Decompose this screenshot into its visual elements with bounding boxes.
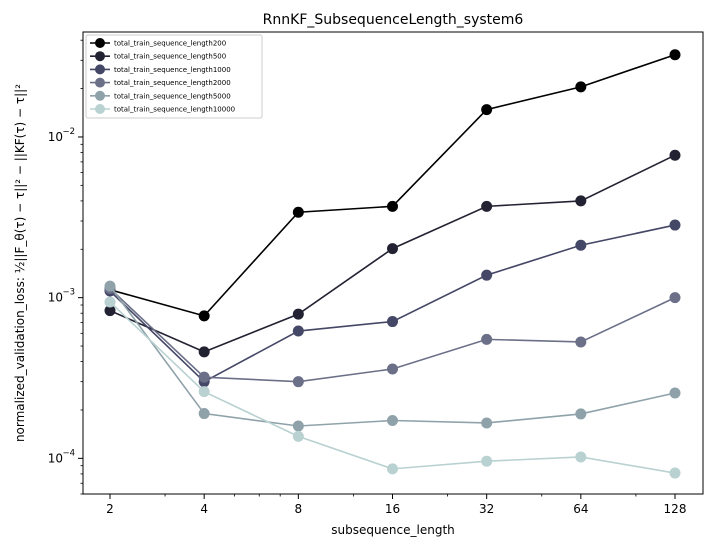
data-point	[104, 296, 116, 308]
data-point	[575, 195, 587, 207]
data-point	[387, 363, 398, 375]
data-point	[669, 292, 681, 304]
legend-marker	[95, 90, 105, 101]
data-point	[292, 376, 304, 388]
legend-marker	[95, 51, 105, 62]
data-point	[575, 336, 587, 348]
legend-entry: total_train_sequence_length500	[114, 53, 226, 61]
y-tick-exponent: −2	[62, 127, 75, 137]
data-point	[198, 371, 210, 383]
legend-marker	[95, 64, 105, 75]
data-point	[481, 417, 493, 429]
y-tick-exponent: −4	[62, 448, 75, 458]
legend: total_train_sequence_length200 total_trai…	[85, 34, 263, 119]
legend-marker	[95, 38, 105, 48]
data-point	[669, 219, 681, 231]
data-point	[387, 243, 398, 255]
data-point	[292, 325, 304, 337]
legend-marker	[95, 77, 105, 88]
data-point	[198, 310, 210, 322]
data-point	[669, 387, 681, 399]
legend-entry: total_train_sequence_length200	[114, 40, 226, 48]
data-point	[669, 149, 681, 161]
series-line	[109, 301, 676, 474]
legend-entry: total_train_sequence_length10000	[114, 106, 235, 114]
y-tick-label: 10	[48, 451, 63, 465]
data-point	[481, 200, 493, 212]
data-point	[198, 408, 210, 420]
x-tick-label: 16	[385, 502, 400, 516]
data-point	[292, 420, 304, 432]
y-axis: 10−410−310−2	[48, 39, 83, 495]
legend-entry: total_train_sequence_length2000	[114, 79, 231, 87]
legend-marker	[95, 104, 105, 114]
x-tick-label: 4	[200, 502, 208, 516]
legend-entry: total_train_sequence_length5000	[114, 92, 231, 100]
data-point	[575, 239, 587, 251]
data-point	[387, 415, 398, 427]
y-tick-exponent: −3	[62, 288, 75, 298]
data-point	[292, 308, 304, 320]
series-group	[104, 49, 681, 479]
data-point	[198, 386, 210, 398]
data-point	[575, 81, 587, 93]
legend-box	[85, 34, 263, 119]
series-line	[109, 285, 676, 427]
chart-title: RnnKF_SubsequenceLength_system6	[263, 12, 524, 28]
x-tick-label: 2	[106, 502, 114, 516]
x-tick-label: 32	[479, 502, 494, 516]
series-4	[104, 283, 681, 388]
data-point	[104, 305, 116, 317]
data-point	[575, 408, 587, 420]
data-point	[481, 455, 493, 467]
x-tick-label: 64	[573, 502, 588, 516]
legend-entry: total_train_sequence_length1000	[114, 66, 231, 74]
x-axis: 2 4 8 16 32 64 128	[106, 494, 686, 516]
x-axis-label: subsequence_length	[331, 523, 455, 537]
data-point	[481, 333, 493, 345]
series-6	[104, 296, 681, 479]
data-point	[669, 467, 681, 479]
data-point	[292, 206, 304, 218]
data-point	[387, 200, 398, 212]
y-axis-label: normalized_validation_loss: ½||F_θ(τ) − …	[13, 84, 27, 442]
data-point	[387, 463, 398, 475]
data-point	[481, 104, 493, 116]
data-point	[104, 280, 116, 292]
data-point	[292, 430, 304, 442]
x-tick-label: 8	[295, 502, 303, 516]
series-5	[104, 280, 681, 432]
y-tick-label: 10	[48, 291, 63, 305]
series-2	[104, 149, 681, 358]
data-point	[387, 316, 398, 328]
x-tick-label: 128	[664, 502, 687, 516]
data-point	[669, 49, 681, 61]
data-point	[198, 346, 210, 358]
data-point	[481, 269, 493, 281]
y-tick-label: 10	[48, 130, 63, 144]
data-point	[575, 451, 587, 463]
